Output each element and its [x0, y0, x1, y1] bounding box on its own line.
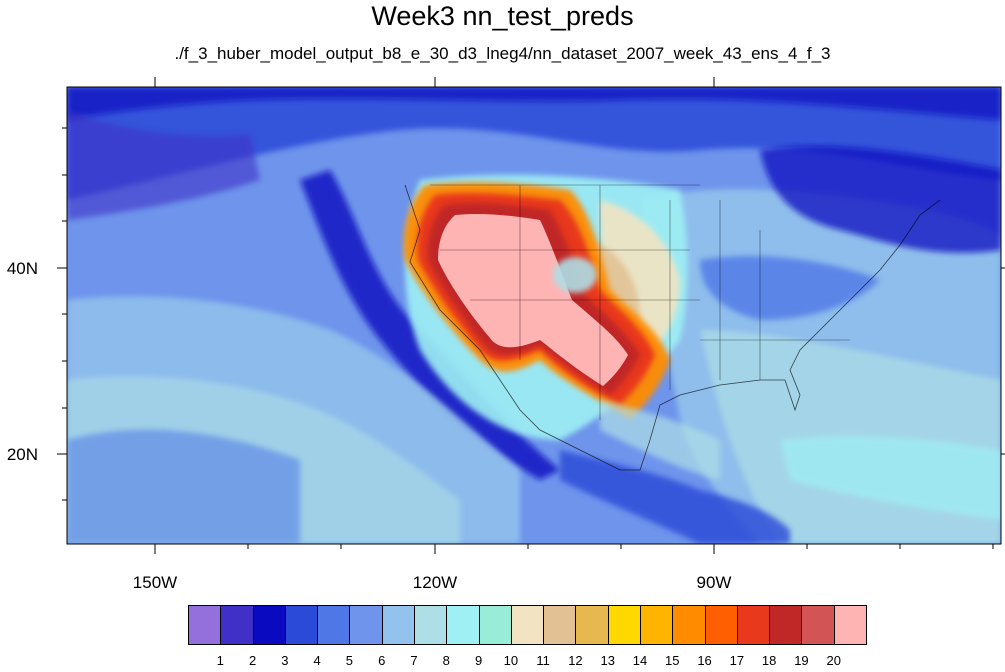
colorbar-swatch: [607, 605, 641, 645]
coastline: [404, 184, 941, 471]
colorbar-swatch: [414, 605, 448, 645]
colorbar-label: 11: [536, 653, 550, 668]
colorbar-swatch: [575, 605, 609, 645]
colorbar-swatch: [801, 605, 835, 645]
map-title: Week3 nn_test_preds: [371, 1, 634, 31]
colorbar-swatch: [252, 605, 286, 645]
lat-ticks: [57, 127, 1005, 501]
colorbar-label: 10: [503, 653, 519, 668]
field-layer: [67, 87, 1001, 544]
colorbar-swatch: [284, 605, 319, 645]
colorbar-label: 8: [442, 653, 450, 668]
colorbar-label: 12: [568, 653, 583, 668]
map-frame: [66, 86, 1002, 545]
colorbar-label: 4: [313, 653, 321, 668]
colorbar-label: 19: [794, 653, 809, 668]
map-subtitle: ./f_3_huber_model_output_b8_e_30_d3_lneg…: [174, 44, 831, 63]
colorbar-swatch: [736, 605, 771, 645]
colorbar-swatch: [672, 605, 706, 645]
colorbar-label: 1: [216, 653, 224, 668]
colorbar-label: 17: [729, 653, 745, 668]
precip-map: 150W 120W 90W 40N 20N: [7, 77, 1005, 592]
colorbar-label: 2: [248, 653, 257, 668]
colorbar: [188, 605, 867, 647]
colorbar-swatch: [510, 605, 545, 645]
colorbar-label: 7: [410, 653, 418, 668]
colorbar-label: 13: [600, 653, 615, 668]
colorbar-label: 3: [281, 653, 289, 668]
colorbar-label: 15: [665, 653, 680, 668]
colorbar-label: 20: [826, 653, 841, 668]
colorbar-swatch: [478, 605, 512, 645]
lon-ticks: [154, 77, 994, 554]
colorbar-label: 16: [697, 653, 712, 668]
lat-label-40n: 40N: [7, 259, 38, 278]
colorbar-swatch: [543, 605, 577, 645]
colorbar-swatch: [188, 605, 222, 645]
colorbar-label: 6: [378, 653, 386, 668]
colorbar-swatch: [640, 605, 674, 645]
colorbar-swatch: [220, 605, 254, 645]
colorbar-label: 9: [474, 653, 483, 668]
lon-label-150w: 150W: [133, 573, 177, 592]
lon-label-90w: 90W: [697, 573, 732, 592]
lon-label-120w: 120W: [413, 573, 457, 592]
colorbar-label: 14: [632, 653, 648, 668]
colorbar-label: 5: [345, 653, 354, 668]
colorbar-label: 18: [761, 653, 777, 668]
colorbar-swatch: [349, 605, 383, 645]
borders: [430, 184, 850, 420]
colorbar-swatch: [381, 605, 415, 645]
colorbar-swatch: [833, 605, 867, 645]
colorbar-swatch: [769, 605, 803, 645]
colorbar-swatch: [446, 605, 480, 645]
colorbar-swatch: [317, 605, 351, 645]
lat-label-20n: 20N: [7, 445, 38, 464]
colorbar-swatch: [704, 605, 738, 645]
